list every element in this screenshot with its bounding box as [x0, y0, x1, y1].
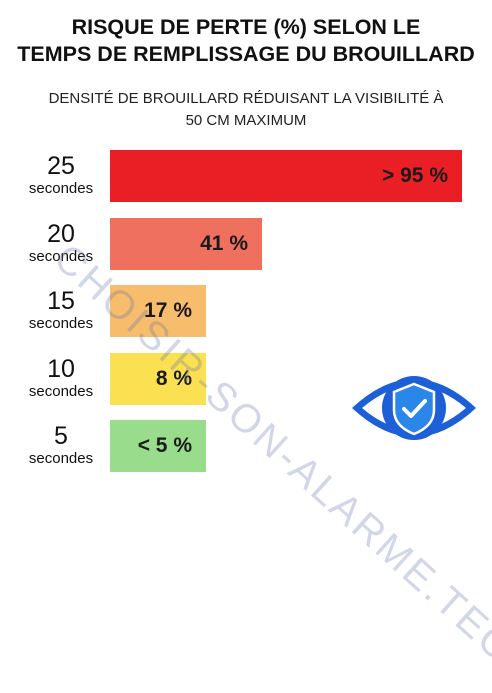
data-label: > 95 %: [382, 164, 448, 187]
category-value: 20: [47, 219, 75, 248]
category-unit: secondes: [28, 315, 94, 332]
eye-icon: [352, 376, 476, 440]
category-unit: secondes: [28, 180, 94, 197]
category-value: 10: [47, 354, 75, 383]
bar: < 5 %: [110, 420, 206, 472]
category-unit: secondes: [28, 382, 94, 400]
data-label: 8 %: [155, 366, 192, 390]
category-label: 5 secondes: [8, 423, 114, 468]
chart-subtitle-line-1: DENSITÉ DE BROUILLARD RÉDUISANT LA VISIB…: [48, 90, 444, 107]
chart-title-line-1: RISQUE DE PERTE (%) SELON LE: [71, 15, 421, 39]
category-label: 20 secondes: [8, 219, 114, 266]
chart-subtitle-line-2: 50 CM MAXIMUM: [185, 112, 307, 129]
category-label: 15 secondes: [8, 288, 114, 333]
category-unit: secondes: [28, 450, 94, 467]
category-value: 15: [47, 287, 75, 315]
bar: 41 %: [110, 217, 262, 270]
category-unit: secondes: [28, 247, 94, 265]
bar: 17 %: [110, 285, 206, 337]
category-value: 5: [54, 422, 68, 450]
bar: > 95 %: [110, 150, 462, 202]
data-label: 17 %: [144, 299, 192, 322]
chart-subtitle: DENSITÉ DE BROUILLARD RÉDUISANT LA VISIB…: [0, 88, 492, 132]
chart-title: RISQUE DE PERTE (%) SELON LE TEMPS DE RE…: [0, 14, 492, 68]
data-label: 41 %: [200, 231, 248, 255]
bar: 8 %: [110, 352, 206, 405]
category-label: 10 secondes: [8, 354, 114, 401]
category-label: 25 secondes: [8, 153, 114, 198]
data-label: < 5 %: [137, 434, 192, 457]
shield-check-icon: [392, 382, 436, 436]
category-value: 25: [47, 152, 75, 180]
chart-title-line-2: TEMPS DE REMPLISSAGE DU BROUILLARD: [17, 42, 475, 66]
